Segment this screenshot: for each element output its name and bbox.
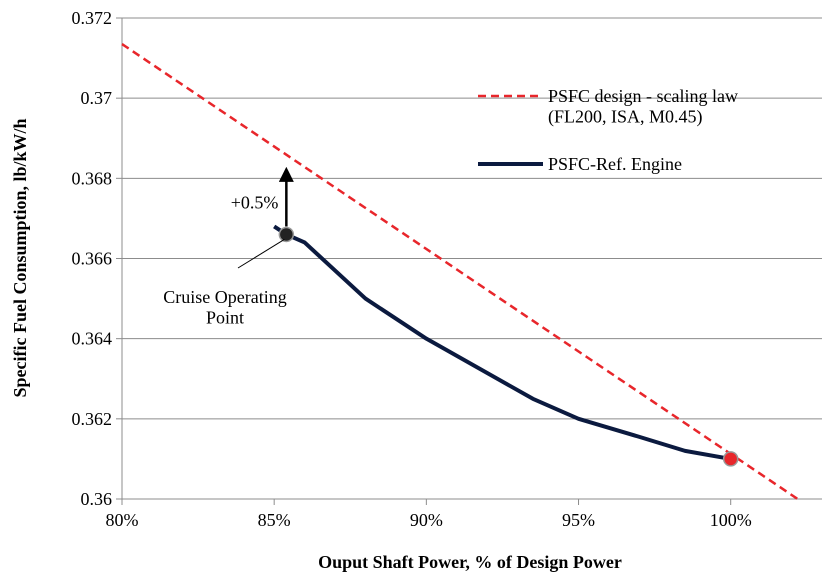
- marker-point: [278, 226, 295, 243]
- y-tick-label: 0.37: [81, 88, 113, 108]
- annotation: Cruise Operating Point: [163, 287, 286, 328]
- x-tick-label: 95%: [562, 510, 595, 530]
- series-line: [121, 43, 799, 501]
- y-tick-label: 0.372: [72, 8, 113, 28]
- y-tick-label: 0.366: [72, 249, 113, 269]
- x-tick-label: 85%: [258, 510, 291, 530]
- y-tick-label: 0.364: [72, 329, 113, 349]
- legend-label: PSFC design - scaling law (FL200, ISA, M0…: [548, 86, 738, 128]
- y-tick-label: 0.368: [72, 168, 113, 188]
- y-tick-label: 0.362: [72, 409, 113, 429]
- y-tick-label: 0.36: [81, 489, 113, 509]
- series-line: [273, 224, 732, 461]
- legend-label: PSFC-Ref. Engine: [548, 154, 682, 174]
- y-axis-label: Specific Fuel Consumption, lb/kW/h: [10, 118, 30, 397]
- leader-line: [237, 239, 285, 269]
- arrow-label: +0.5%: [231, 192, 279, 212]
- x-tick-label: 80%: [106, 510, 139, 530]
- x-tick-label: 100%: [710, 510, 752, 530]
- x-tick-label: 90%: [410, 510, 443, 530]
- marker-point: [722, 451, 739, 467]
- x-axis-label: Ouput Shaft Power, % of Design Power: [318, 552, 622, 572]
